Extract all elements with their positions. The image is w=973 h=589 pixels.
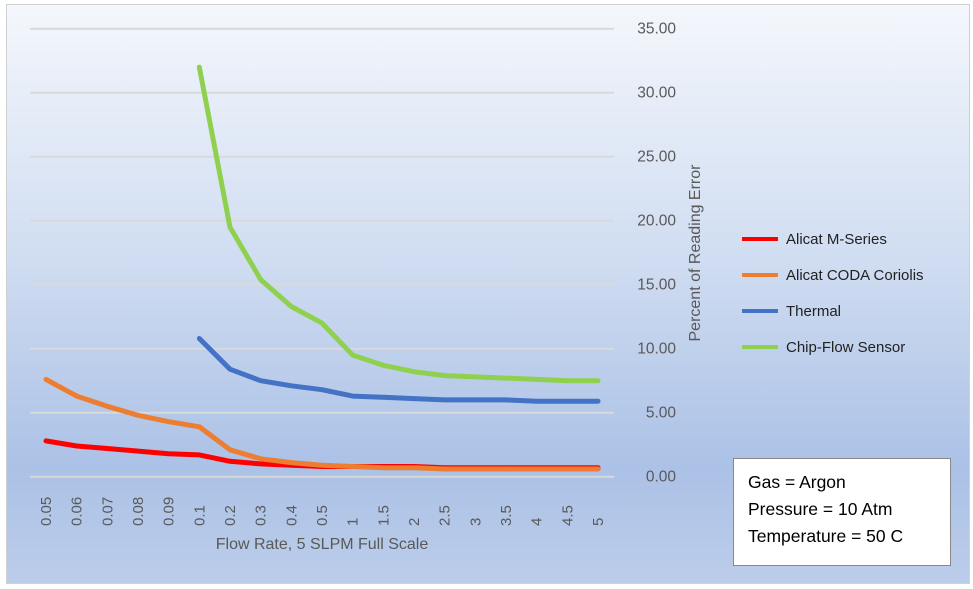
x-tick-label: 0.06 [69, 497, 86, 526]
series-line-1 [43, 376, 601, 472]
y-tick-label: 15.00 [637, 277, 676, 294]
x-tick-label: 5 [590, 518, 607, 526]
x-tick-label: 0.05 [38, 497, 55, 526]
note-pressure: Pressure = 10 Atm [748, 499, 893, 519]
legend-label: Alicat CODA Coriolis [786, 267, 924, 284]
y-tick-label: 10.00 [637, 341, 676, 358]
x-tick-label: 0.1 [191, 505, 208, 526]
x-tick-label: 2 [406, 518, 423, 526]
legend-label: Thermal [786, 303, 841, 320]
x-tick-label: 3.5 [498, 505, 515, 526]
x-tick-label: 4 [529, 518, 546, 526]
series-line-2 [196, 336, 601, 404]
x-tick-label: 0.4 [283, 505, 300, 526]
x-tick-label: 1.5 [375, 505, 392, 526]
y-tick-label: 35.00 [637, 21, 676, 38]
x-tick-label: 0.2 [222, 505, 239, 526]
note-gas: Gas = Argon [748, 472, 846, 492]
y-tick-label: 20.00 [637, 213, 676, 230]
x-tick-label: 0.08 [130, 497, 147, 526]
x-tick-label: 0.5 [314, 505, 331, 526]
x-tick-label: 0.07 [99, 497, 116, 526]
x-tick-label: 1 [345, 518, 362, 526]
series-line-3 [196, 64, 601, 384]
x-tick-label: 3 [467, 518, 484, 526]
note-temperature: Temperature = 50 C [748, 526, 904, 546]
y-tick-label: 25.00 [637, 149, 676, 166]
conditions-textbox: Gas = Argon Pressure = 10 Atm Temperatur… [733, 458, 951, 566]
x-axis-label: Flow Rate, 5 SLPM Full Scale [216, 536, 429, 553]
y-tick-label: 5.00 [646, 405, 677, 422]
x-tick-label: 0.3 [253, 505, 270, 526]
legend-label: Chip-Flow Sensor [786, 339, 905, 356]
legend: Alicat M-Series Alicat CODA Coriolis Therm… [742, 231, 924, 356]
y-tick-label: 0.00 [646, 469, 677, 486]
x-tick-label: 0.09 [161, 497, 178, 526]
x-tick-label: 2.5 [437, 505, 454, 526]
x-tick-label: 4.5 [559, 505, 576, 526]
y-tick-label: 30.00 [637, 85, 676, 102]
legend-label: Alicat M-Series [786, 231, 887, 248]
y-axis-label: Percent of Reading Error [687, 164, 704, 342]
